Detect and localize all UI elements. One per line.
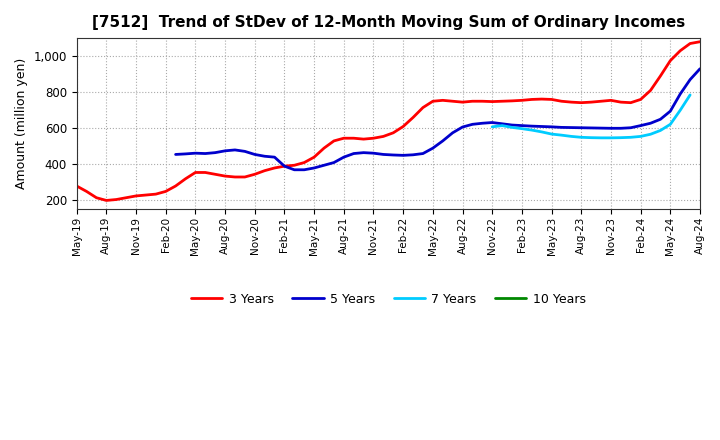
- 3 Years: [488, 99, 497, 104]
- Y-axis label: Amount (million yen): Amount (million yen): [15, 58, 28, 189]
- 5 Years: [478, 121, 487, 126]
- 5 Years: [696, 66, 704, 71]
- Legend: 3 Years, 5 Years, 7 Years, 10 Years: 3 Years, 5 Years, 7 Years, 10 Years: [186, 288, 590, 311]
- 5 Years: [468, 122, 477, 127]
- 5 Years: [379, 152, 387, 157]
- 3 Years: [102, 198, 111, 203]
- Line: 5 Years: 5 Years: [176, 69, 700, 170]
- 3 Years: [696, 39, 704, 44]
- Line: 7 Years: 7 Years: [492, 95, 690, 138]
- 5 Years: [330, 160, 338, 165]
- 3 Years: [428, 99, 437, 104]
- 5 Years: [418, 151, 427, 156]
- 3 Years: [478, 99, 487, 104]
- Line: 3 Years: 3 Years: [76, 42, 700, 201]
- Title: [7512]  Trend of StDev of 12-Month Moving Sum of Ordinary Incomes: [7512] Trend of StDev of 12-Month Moving…: [91, 15, 685, 30]
- 3 Years: [340, 136, 348, 141]
- 3 Years: [161, 189, 170, 194]
- 3 Years: [72, 183, 81, 189]
- 3 Years: [389, 130, 397, 136]
